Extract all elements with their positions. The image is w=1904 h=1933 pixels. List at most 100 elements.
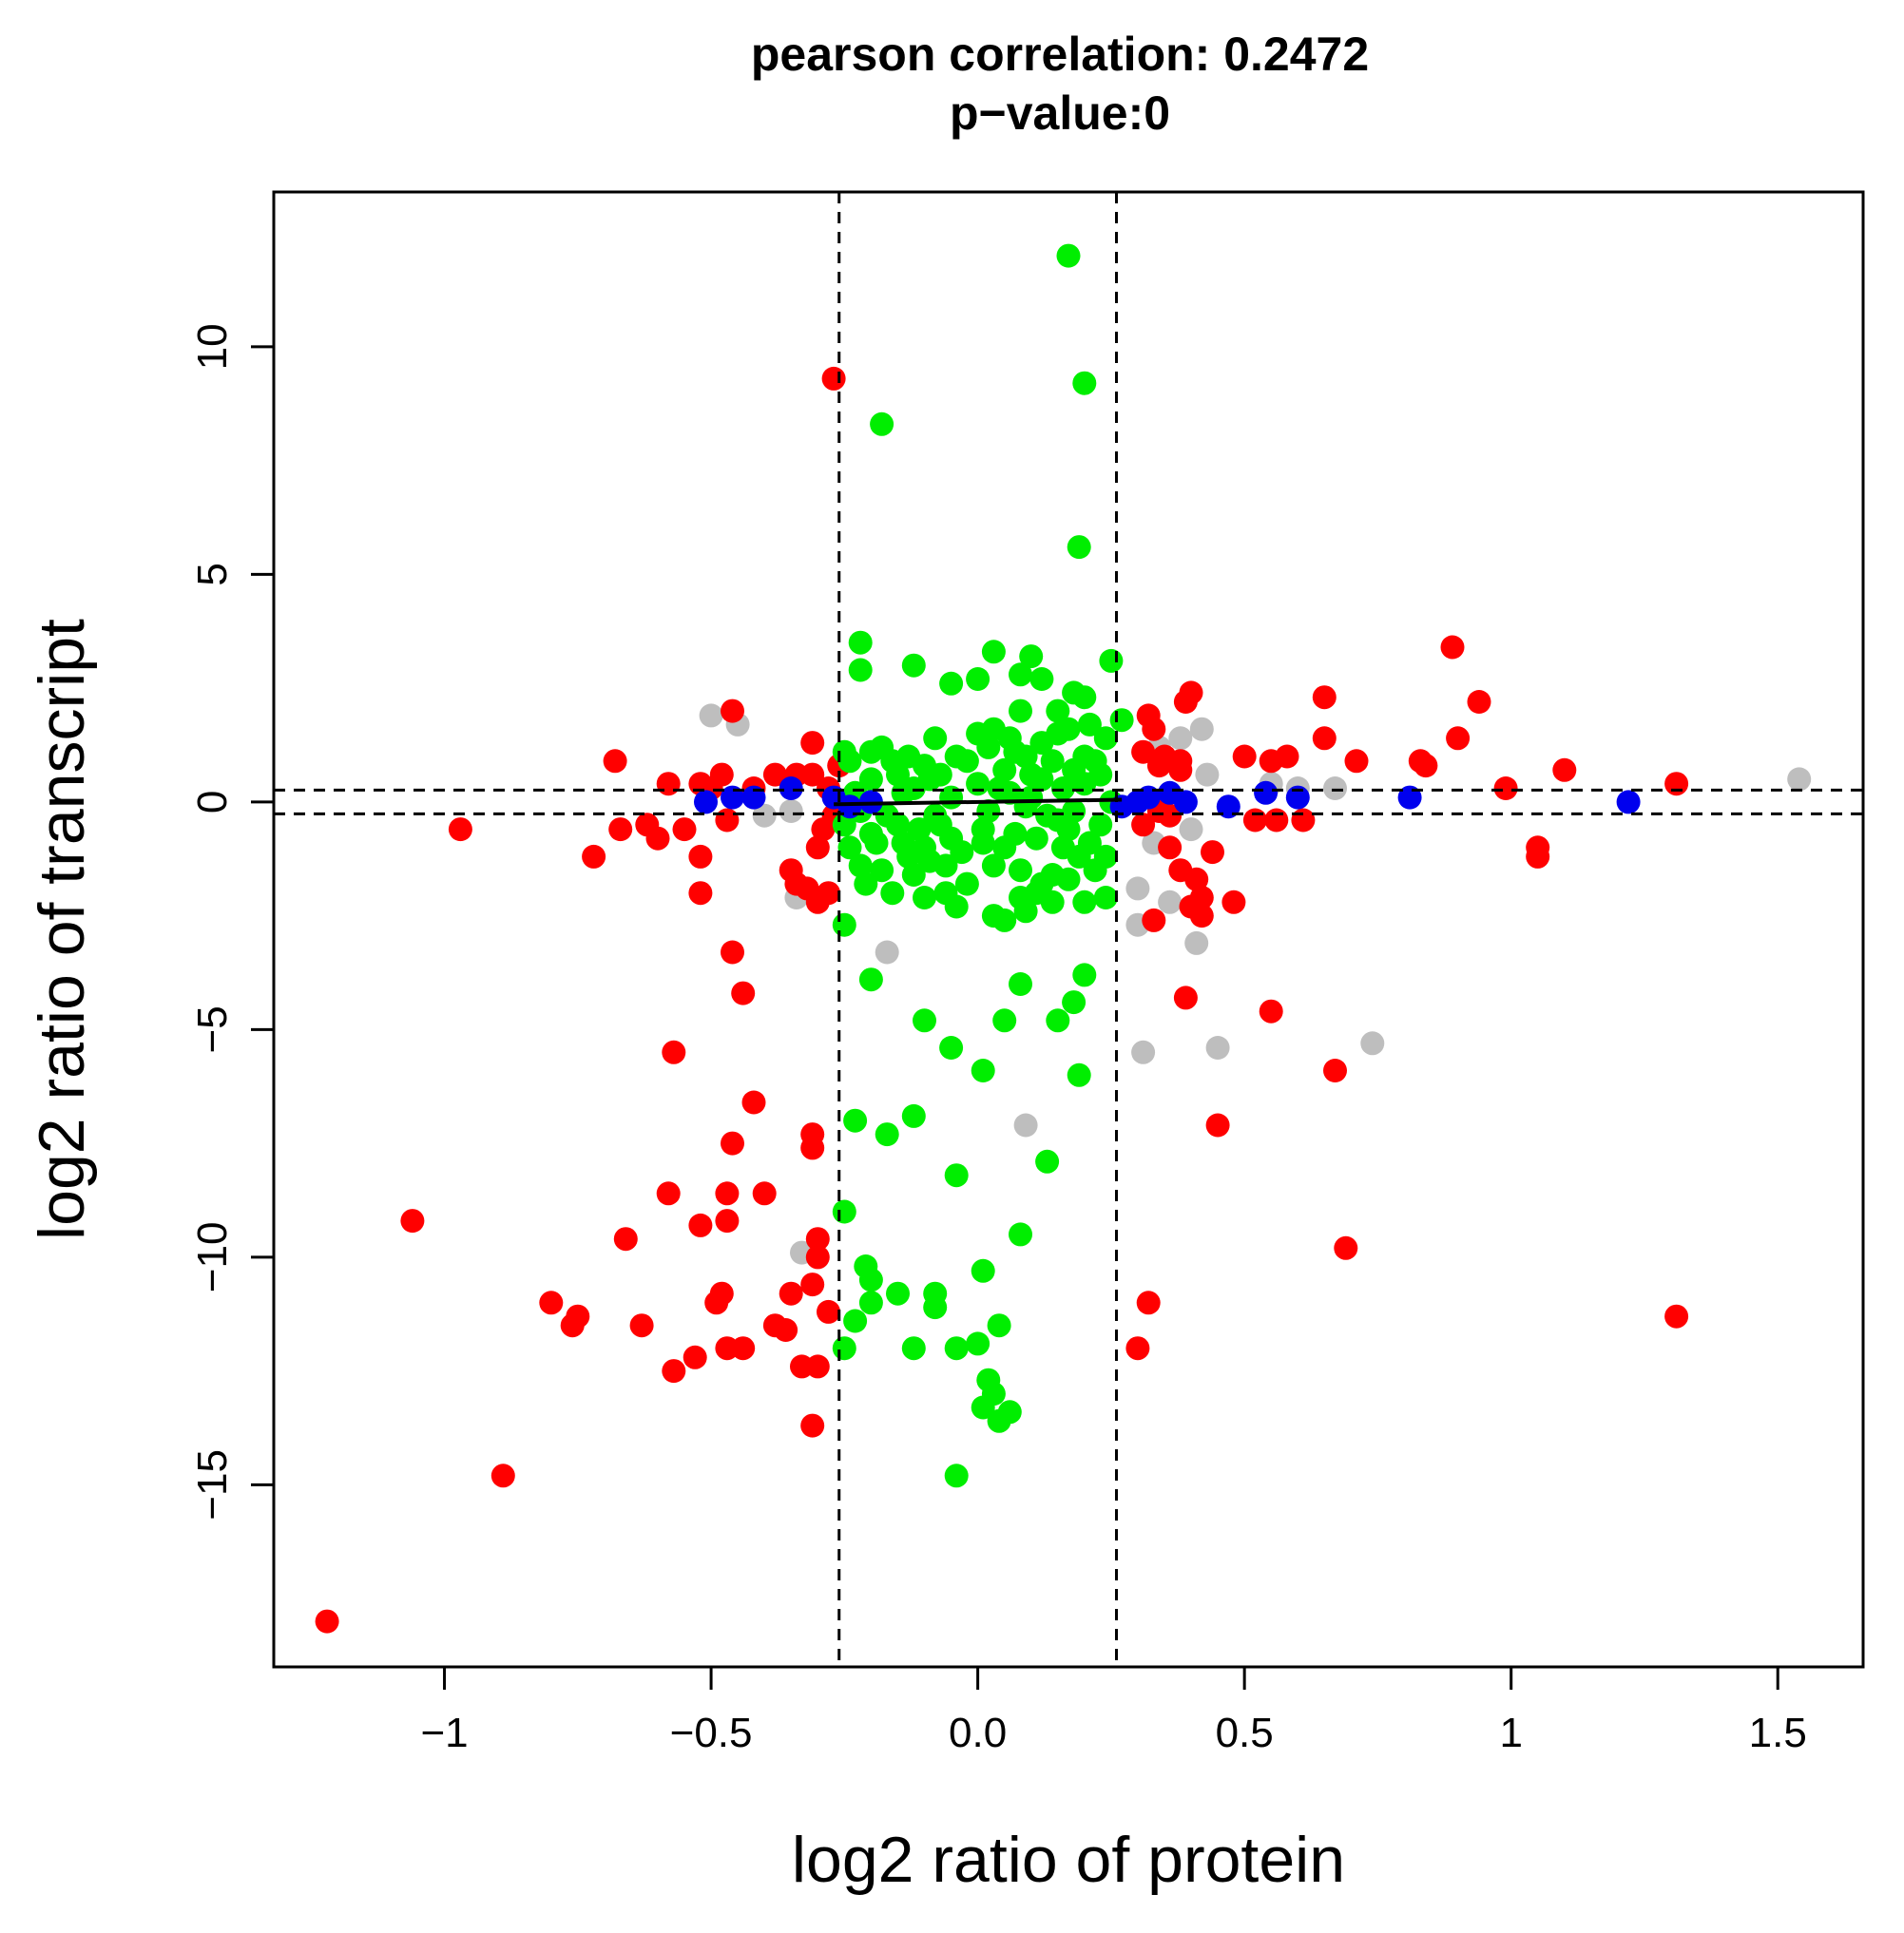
- point-green: [971, 1059, 995, 1082]
- point-green: [901, 653, 926, 678]
- point-green: [1024, 826, 1048, 851]
- point-red: [1158, 803, 1183, 828]
- point-green: [1072, 890, 1097, 914]
- point-red: [688, 844, 713, 869]
- point-grey: [1195, 762, 1220, 787]
- point-green: [891, 831, 915, 855]
- point-grey: [875, 940, 899, 965]
- point-green: [880, 881, 905, 906]
- point-green: [1035, 803, 1060, 828]
- point-green: [981, 853, 1006, 878]
- point-red: [800, 1273, 825, 1297]
- point-red: [805, 1354, 830, 1379]
- point-red: [1131, 739, 1156, 764]
- point-red: [1312, 726, 1337, 751]
- point-green: [1029, 667, 1054, 691]
- point-green: [870, 411, 894, 436]
- point-grey: [1179, 817, 1203, 842]
- point-green: [954, 871, 979, 896]
- point-red: [662, 1359, 686, 1384]
- point-green: [1093, 726, 1118, 751]
- point-green: [954, 749, 979, 774]
- y-tick-label: −15: [189, 1449, 236, 1521]
- point-green: [1009, 699, 1032, 723]
- point-red: [821, 366, 846, 391]
- point-green: [939, 671, 964, 696]
- point-grey: [699, 703, 723, 728]
- point-green: [907, 817, 932, 842]
- point-green: [966, 667, 990, 691]
- point-green: [1093, 886, 1118, 909]
- point-green: [944, 1336, 969, 1361]
- point-red: [805, 835, 830, 860]
- point-green: [987, 776, 1011, 800]
- reference-lines: [274, 192, 1863, 1667]
- point-green: [944, 1464, 969, 1488]
- point-red: [817, 881, 840, 906]
- point-red: [490, 1464, 515, 1488]
- point-grey: [1205, 1036, 1230, 1060]
- point-red: [662, 1040, 686, 1064]
- point-red: [800, 731, 825, 756]
- point-green: [1009, 886, 1032, 909]
- point-green: [992, 757, 1017, 782]
- point-red: [721, 940, 744, 965]
- point-red: [709, 762, 734, 787]
- point-grey: [752, 803, 777, 828]
- point-red: [448, 817, 472, 842]
- point-red: [715, 1209, 740, 1234]
- point-green: [1056, 243, 1081, 268]
- point-red: [1242, 808, 1267, 833]
- point-grey: [1787, 767, 1812, 792]
- point-red: [613, 1227, 638, 1252]
- chart-title-line2: p−value:0: [950, 86, 1170, 140]
- point-red: [1493, 776, 1518, 800]
- y-axis-label: log2 ratio of transcript: [26, 619, 98, 1240]
- point-green: [917, 767, 942, 792]
- point-red: [1136, 1291, 1161, 1315]
- point-red: [688, 881, 713, 906]
- point-red: [1131, 813, 1156, 837]
- point-red: [800, 1122, 825, 1147]
- point-grey: [1013, 1113, 1038, 1138]
- point-green: [913, 1008, 936, 1033]
- point-green: [854, 871, 878, 896]
- point-green: [923, 1295, 948, 1320]
- point-red: [1440, 635, 1465, 660]
- point-red: [800, 762, 825, 787]
- point-green: [1109, 708, 1134, 733]
- point-green: [858, 1291, 883, 1315]
- point-green: [870, 858, 894, 883]
- point-red: [752, 1181, 777, 1206]
- point-red: [817, 1299, 840, 1324]
- point-red: [774, 1318, 798, 1342]
- x-axis: −1 −0.5 0.0 0.5 1 1.5: [420, 1665, 1807, 1756]
- point-green: [848, 658, 873, 682]
- point-green: [1088, 762, 1113, 787]
- point-green: [901, 863, 926, 887]
- point-red: [315, 1609, 339, 1634]
- point-green: [858, 767, 883, 792]
- point-red: [1291, 808, 1316, 833]
- point-red: [566, 1304, 590, 1329]
- point-red: [1323, 1059, 1347, 1082]
- y-tick-label: 5: [189, 563, 236, 585]
- point-red: [731, 1336, 756, 1361]
- point-grey: [1158, 890, 1183, 914]
- point-red: [582, 844, 606, 869]
- point-green: [1009, 1222, 1032, 1247]
- point-red: [1179, 680, 1203, 705]
- point-red: [1664, 1304, 1689, 1329]
- point-red: [715, 808, 740, 833]
- point-red: [1168, 749, 1193, 774]
- point-green: [987, 1313, 1011, 1338]
- point-green: [971, 831, 995, 855]
- point-green: [858, 967, 883, 992]
- point-green: [913, 886, 936, 909]
- point-red: [1552, 757, 1577, 782]
- point-green: [992, 1008, 1017, 1033]
- point-green: [976, 799, 1001, 823]
- point-green: [886, 1281, 910, 1306]
- point-grey: [1168, 726, 1193, 751]
- point-green: [1062, 990, 1087, 1015]
